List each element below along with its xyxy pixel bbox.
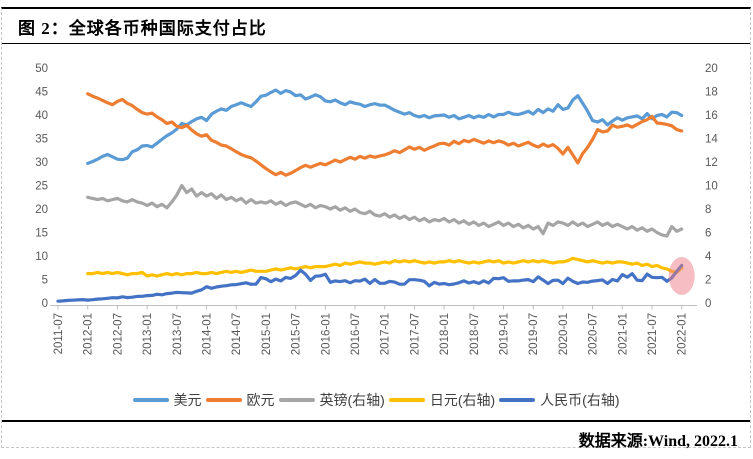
legend-marker-jpy: [388, 397, 425, 402]
right-axis-tick-label: 14: [705, 134, 718, 146]
legend-item-gbp: 英镑(右轴): [278, 390, 385, 410]
x-axis-tick-label: 2016-07: [350, 313, 362, 355]
legend-label-usd: 美元: [173, 391, 202, 408]
left-axis-tick-label: 15: [35, 228, 48, 240]
left-axis-tick-label: 35: [35, 134, 48, 146]
legend-label-eur: 欧元: [246, 391, 275, 408]
x-axis-tick-label: 2013-01: [142, 313, 154, 355]
legend-item-jpy: 日元(右轴): [388, 390, 496, 410]
right-axis-tick-label: 4: [705, 251, 712, 263]
chart-area: 2011-07 2012-01 2012-07 2013-01 2013-07 2014-…: [2, 44, 750, 386]
left-axis-tick-label: 10: [35, 251, 48, 263]
figure-title: 图 2：全球各币种国际支付占比: [2, 9, 750, 44]
x-axis-tick-label: 2014-07: [231, 313, 243, 355]
left-axis-tick-label: 25: [35, 181, 48, 193]
legend-item-eur: 欧元: [205, 390, 275, 410]
left-axis-tick-label: 0: [42, 298, 48, 310]
x-axis-tick-label: 2018-01: [439, 313, 451, 355]
right-axis-tick-label: 8: [705, 204, 711, 216]
right-axis-tick-label: 16: [705, 110, 718, 122]
right-axis-tick-label: 20: [705, 63, 718, 75]
legend-marker-usd: [132, 397, 169, 402]
left-axis-tick-label: 45: [35, 87, 48, 99]
legend-label-cny: 人民币(右轴): [540, 391, 620, 408]
series-line-eur: [86, 92, 684, 177]
highlight-ellipse: [668, 256, 695, 295]
right-axis-tick-label: 10: [705, 181, 718, 193]
legend-marker-gbp: [278, 397, 315, 402]
data-source: 数据来源:Wind, 2022.1: [578, 433, 738, 450]
x-axis-tick-label: 2015-01: [261, 313, 273, 355]
x-axis-tick-label: 2019-07: [528, 313, 540, 355]
line-chart: 2011-07 2012-01 2012-07 2013-01 2013-07 2014-…: [35, 63, 718, 355]
legend-marker-eur: [205, 397, 242, 402]
x-axis-tick-label: 2016-01: [320, 313, 332, 355]
series-line-jpy: [86, 256, 684, 278]
x-axis-tick-label: 2020-07: [588, 313, 600, 355]
left-axis-tick-label: 30: [35, 157, 48, 169]
x-axis-tick-label: 2015-07: [291, 313, 303, 355]
legend-label-jpy: 日元(右轴): [429, 391, 496, 408]
right-axis-tick-label: 0: [705, 298, 711, 310]
right-axis-tick-label: 6: [705, 228, 711, 240]
left-axis-tick-label: 50: [35, 63, 48, 75]
x-axis-tick-label: 2020-01: [558, 313, 570, 355]
x-axis-tick-label: 2013-07: [172, 313, 184, 355]
x-axis-tick-label: 2021-01: [617, 313, 629, 355]
right-axis-tick-label: 2: [705, 275, 711, 287]
x-axis-tick-label: 2021-07: [647, 313, 659, 355]
right-axis-tick-label: 18: [705, 87, 718, 99]
bottom-divider: [2, 420, 750, 422]
x-axis-tick-label: 2022-01: [677, 313, 689, 355]
left-axis-tick-label: 5: [42, 275, 48, 287]
legend-item-cny: 人民币(右轴): [499, 390, 619, 410]
x-axis-tick-label: 2019-01: [499, 313, 511, 355]
legend-marker-cny: [499, 397, 536, 402]
x-axis-tick-label: 2017-01: [380, 313, 392, 355]
series-line-gbp: [86, 183, 684, 238]
legend: 美元 欧元 英镑(右轴) 日元(右轴) 人民币(右轴): [2, 386, 750, 413]
left-axis-tick-label: 40: [35, 110, 48, 122]
x-axis-tick-label: 2011-07: [53, 313, 65, 354]
right-axis-tick-label: 12: [705, 157, 718, 169]
x-axis-tick-label: 2017-07: [409, 313, 421, 355]
legend-item-usd: 美元: [132, 390, 202, 410]
x-axis-tick-label: 2012-01: [83, 313, 95, 355]
chart-card: 图 2：全球各币种国际支付占比 2011-07 2012-01 2012-07 201…: [1, 7, 751, 450]
left-axis-tick-label: 20: [35, 204, 48, 216]
x-axis-tick-label: 2014-01: [202, 313, 214, 355]
series-line-cny: [56, 263, 684, 303]
legend-label-gbp: 英镑(右轴): [319, 391, 385, 408]
x-axis-tick-label: 2012-07: [112, 313, 124, 355]
x-axis-tick-label: 2018-07: [469, 313, 481, 355]
